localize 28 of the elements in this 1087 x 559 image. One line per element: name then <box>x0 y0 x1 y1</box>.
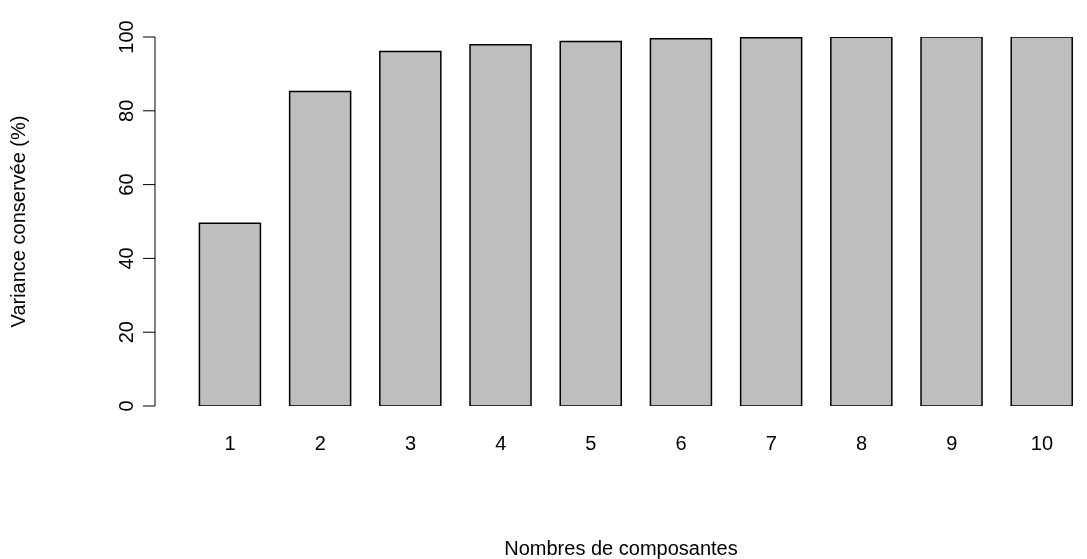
x-tick-label: 8 <box>855 432 868 455</box>
y-tick-label: 40 <box>115 247 137 270</box>
x-tick-label: 6 <box>675 432 687 455</box>
bar <box>288 90 352 406</box>
y-tick-label: 60 <box>115 173 137 196</box>
x-tick-label: 2 <box>314 432 326 455</box>
x-tick-label: 9 <box>946 432 958 455</box>
bar <box>469 44 532 406</box>
bar <box>559 40 622 406</box>
y-tick-label: 80 <box>115 99 137 122</box>
x-tick-label: 4 <box>495 432 507 455</box>
y-tick-label: 0 <box>115 400 137 412</box>
bar <box>830 37 893 406</box>
y-tick-label: 20 <box>115 321 137 344</box>
x-tick-label: 3 <box>404 432 417 455</box>
x-tick-label: 7 <box>765 432 777 455</box>
x-axis-title: Nombres de composantes <box>504 537 738 559</box>
bar <box>920 37 983 406</box>
x-tick-label: 5 <box>585 432 597 455</box>
x-tick-label: 1 <box>224 432 236 455</box>
y-tick-label: 100 <box>115 20 137 54</box>
x-tick-label: 10 <box>1030 432 1054 455</box>
bar <box>198 222 262 406</box>
bar <box>739 37 803 406</box>
bar <box>379 50 442 406</box>
bar <box>1010 37 1073 406</box>
bar <box>649 38 713 406</box>
y-axis-title: Variance conservée (%) <box>7 115 30 328</box>
